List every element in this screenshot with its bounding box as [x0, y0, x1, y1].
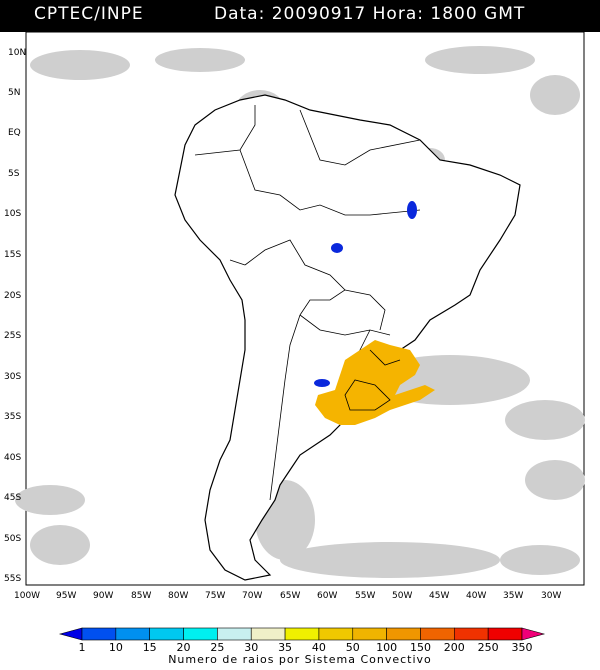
- lon-label: 35W: [503, 591, 523, 601]
- legend-value-label: 15: [143, 641, 157, 654]
- lon-label: 100W: [14, 591, 40, 601]
- legend-value-label: 35: [278, 641, 292, 654]
- lat-label: 55S: [4, 574, 21, 584]
- legend-value-label: 30: [244, 641, 258, 654]
- agency-label: CPTEC/INPE: [34, 4, 144, 24]
- legend-value-label: 1: [79, 641, 86, 654]
- lat-label: 40S: [4, 453, 21, 463]
- lon-label: 95W: [56, 591, 76, 601]
- lon-label: 60W: [317, 591, 337, 601]
- legend-value-label: 250: [478, 641, 499, 654]
- lon-label: 65W: [280, 591, 300, 601]
- legend-swatch: [217, 627, 252, 641]
- legend-swatch: [250, 627, 286, 641]
- legend-title: Numero de raios por Sistema Convectivo: [168, 653, 432, 666]
- lon-label: 85W: [131, 591, 151, 601]
- lon-label: 45W: [429, 591, 449, 601]
- lat-label: 50S: [4, 534, 21, 544]
- lat-label: 10N: [8, 48, 26, 58]
- lat-label: 45S: [4, 493, 21, 503]
- legend-swatch: [284, 627, 320, 641]
- lon-label: 50W: [392, 591, 412, 601]
- legend-value-label: 100: [376, 641, 397, 654]
- legend-swatch: [58, 627, 83, 641]
- legend-swatch: [149, 627, 184, 641]
- legend-swatch: [115, 627, 150, 641]
- legend-swatch: [81, 627, 117, 641]
- lon-label: 90W: [93, 591, 113, 601]
- longitude-labels: 100W 95W 90W 85W 80W 75W 70W 65W 60W 55W…: [14, 591, 561, 601]
- lat-label: 5S: [8, 169, 20, 179]
- datetime-label: Data: 20090917 Hora: 1800 GMT: [214, 4, 526, 24]
- lon-label: 55W: [355, 591, 375, 601]
- map-header: CPTEC/INPE Data: 20090917 Hora: 1800 GMT: [0, 0, 600, 32]
- legend-value-label: 50: [346, 641, 360, 654]
- legend-swatch: [454, 627, 489, 641]
- orange-region-borders: [344, 349, 401, 411]
- lightning-orange-cluster: [315, 340, 435, 425]
- legend-swatch: [183, 627, 218, 641]
- lat-label: 25S: [4, 331, 21, 341]
- legend-value-labels: 1 10 15 20 25 30 35 40 50 100 150 200 250 350: [79, 641, 533, 654]
- lon-label: 30W: [541, 591, 561, 601]
- lat-label: 10S: [4, 209, 21, 219]
- legend-swatch: [352, 627, 387, 641]
- legend-value-label: 350: [512, 641, 533, 654]
- legend-swatch: [318, 627, 354, 641]
- legend-swatch: [386, 627, 421, 641]
- legend-value-label: 20: [177, 641, 191, 654]
- legend-value-label: 25: [210, 641, 224, 654]
- lightning-blue-cells: [314, 201, 417, 387]
- latitude-labels: 10N 5N EQ 5S 10S 15S 20S 25S 30S 35S 40S…: [4, 48, 26, 584]
- lon-label: 75W: [205, 591, 225, 601]
- legend-colorbar: [58, 627, 546, 641]
- legend-value-label: 40: [312, 641, 326, 654]
- legend-value-label: 200: [444, 641, 465, 654]
- lon-label: 40W: [466, 591, 486, 601]
- legend-swatch: [420, 627, 455, 641]
- lat-label: 20S: [4, 291, 21, 301]
- legend-swatch: [487, 627, 523, 641]
- lon-label: 70W: [242, 591, 262, 601]
- legend-value-label: 150: [410, 641, 431, 654]
- lat-label: 35S: [4, 412, 21, 422]
- lat-label: EQ: [8, 128, 21, 138]
- lat-label: 15S: [4, 250, 21, 260]
- legend-value-label: 10: [109, 641, 123, 654]
- lat-label: 30S: [4, 372, 21, 382]
- lat-label: 5N: [8, 88, 20, 98]
- lon-label: 80W: [168, 591, 188, 601]
- legend-swatch: [521, 627, 546, 641]
